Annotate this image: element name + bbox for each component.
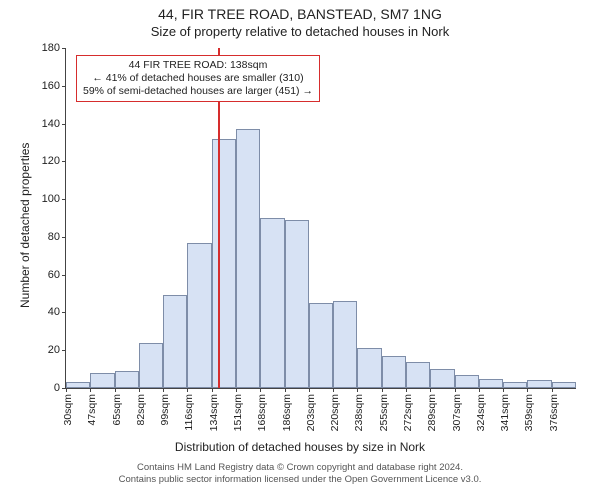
y-tick-label: 100	[30, 193, 66, 205]
bar	[163, 295, 187, 388]
footer-attribution: Contains HM Land Registry data © Crown c…	[0, 462, 600, 486]
x-tick-mark	[382, 388, 383, 392]
x-tick-mark	[527, 388, 528, 392]
x-tick-mark	[90, 388, 91, 392]
y-tick-label: 160	[30, 80, 66, 92]
x-tick-mark	[309, 388, 310, 392]
y-tick-mark	[62, 275, 66, 276]
x-tick-label: 116sqm	[179, 394, 195, 431]
x-tick-label: 341sqm	[495, 394, 511, 431]
y-axis-label: Number of detached properties	[18, 143, 32, 308]
plot-area: 44 FIR TREE ROAD: 138sqm ← 41% of detach…	[65, 48, 576, 389]
x-tick-mark	[357, 388, 358, 392]
bar	[357, 348, 381, 388]
x-tick-mark	[212, 388, 213, 392]
bar	[66, 382, 90, 388]
x-tick-mark	[115, 388, 116, 392]
bar	[236, 129, 260, 388]
bar	[285, 220, 309, 388]
chart-title-line1: 44, FIR TREE ROAD, BANSTEAD, SM7 1NG	[0, 6, 600, 22]
x-tick-label: 82sqm	[131, 394, 147, 426]
bar	[333, 301, 357, 388]
x-tick-label: 65sqm	[107, 394, 123, 426]
x-tick-mark	[503, 388, 504, 392]
y-tick-label: 80	[30, 231, 66, 243]
x-tick-label: 324sqm	[471, 394, 487, 431]
y-tick-label: 60	[30, 269, 66, 281]
x-tick-label: 134sqm	[204, 394, 220, 431]
chart-container: 44, FIR TREE ROAD, BANSTEAD, SM7 1NG Siz…	[0, 0, 600, 500]
bar	[309, 303, 333, 388]
x-tick-mark	[333, 388, 334, 392]
x-tick-label: 151sqm	[228, 394, 244, 431]
y-tick-mark	[62, 237, 66, 238]
x-tick-mark	[66, 388, 67, 392]
x-tick-label: 289sqm	[422, 394, 438, 431]
x-tick-label: 220sqm	[325, 394, 341, 431]
x-tick-mark	[430, 388, 431, 392]
bar	[552, 382, 576, 388]
y-tick-label: 140	[30, 118, 66, 130]
y-tick-mark	[62, 350, 66, 351]
bar	[479, 379, 503, 388]
footer-line-1: Contains HM Land Registry data © Crown c…	[0, 462, 600, 474]
annotation-box: 44 FIR TREE ROAD: 138sqm ← 41% of detach…	[76, 55, 320, 102]
bar	[527, 380, 551, 388]
chart-title-line2: Size of property relative to detached ho…	[0, 24, 600, 39]
x-tick-mark	[187, 388, 188, 392]
y-tick-label: 40	[30, 306, 66, 318]
x-tick-label: 186sqm	[277, 394, 293, 431]
bar	[430, 369, 454, 388]
y-tick-label: 120	[30, 155, 66, 167]
x-tick-label: 359sqm	[519, 394, 535, 431]
footer-line-2: Contains public sector information licen…	[0, 474, 600, 486]
bar	[139, 343, 163, 388]
x-tick-mark	[479, 388, 480, 392]
y-tick-label: 180	[30, 42, 66, 54]
x-tick-label: 47sqm	[82, 394, 98, 426]
bar	[382, 356, 406, 388]
x-tick-mark	[139, 388, 140, 392]
x-tick-mark	[455, 388, 456, 392]
x-tick-mark	[285, 388, 286, 392]
x-axis-label: Distribution of detached houses by size …	[0, 440, 600, 454]
y-tick-mark	[62, 48, 66, 49]
bar	[115, 371, 139, 388]
y-tick-mark	[62, 86, 66, 87]
y-tick-label: 0	[30, 382, 66, 394]
x-tick-label: 30sqm	[58, 394, 74, 426]
bar	[503, 382, 527, 388]
bar	[260, 218, 284, 388]
x-tick-label: 272sqm	[398, 394, 414, 431]
bar	[187, 243, 211, 388]
y-tick-mark	[62, 312, 66, 313]
annotation-line-3: 59% of semi-detached houses are larger (…	[83, 85, 313, 98]
bar	[90, 373, 114, 388]
y-tick-label: 20	[30, 344, 66, 356]
x-tick-label: 255sqm	[374, 394, 390, 431]
y-tick-mark	[62, 199, 66, 200]
bar	[406, 362, 430, 388]
y-tick-mark	[62, 124, 66, 125]
x-tick-mark	[552, 388, 553, 392]
x-tick-label: 168sqm	[252, 394, 268, 431]
x-tick-label: 203sqm	[301, 394, 317, 431]
y-tick-mark	[62, 161, 66, 162]
x-tick-label: 238sqm	[349, 394, 365, 431]
x-tick-label: 376sqm	[544, 394, 560, 431]
x-tick-mark	[163, 388, 164, 392]
bar	[212, 139, 236, 388]
x-tick-mark	[406, 388, 407, 392]
annotation-line-2: ← 41% of detached houses are smaller (31…	[83, 72, 313, 85]
annotation-line-1: 44 FIR TREE ROAD: 138sqm	[83, 59, 313, 72]
bar	[455, 375, 479, 388]
x-tick-label: 99sqm	[155, 394, 171, 426]
x-tick-label: 307sqm	[447, 394, 463, 431]
x-tick-mark	[236, 388, 237, 392]
x-tick-mark	[260, 388, 261, 392]
